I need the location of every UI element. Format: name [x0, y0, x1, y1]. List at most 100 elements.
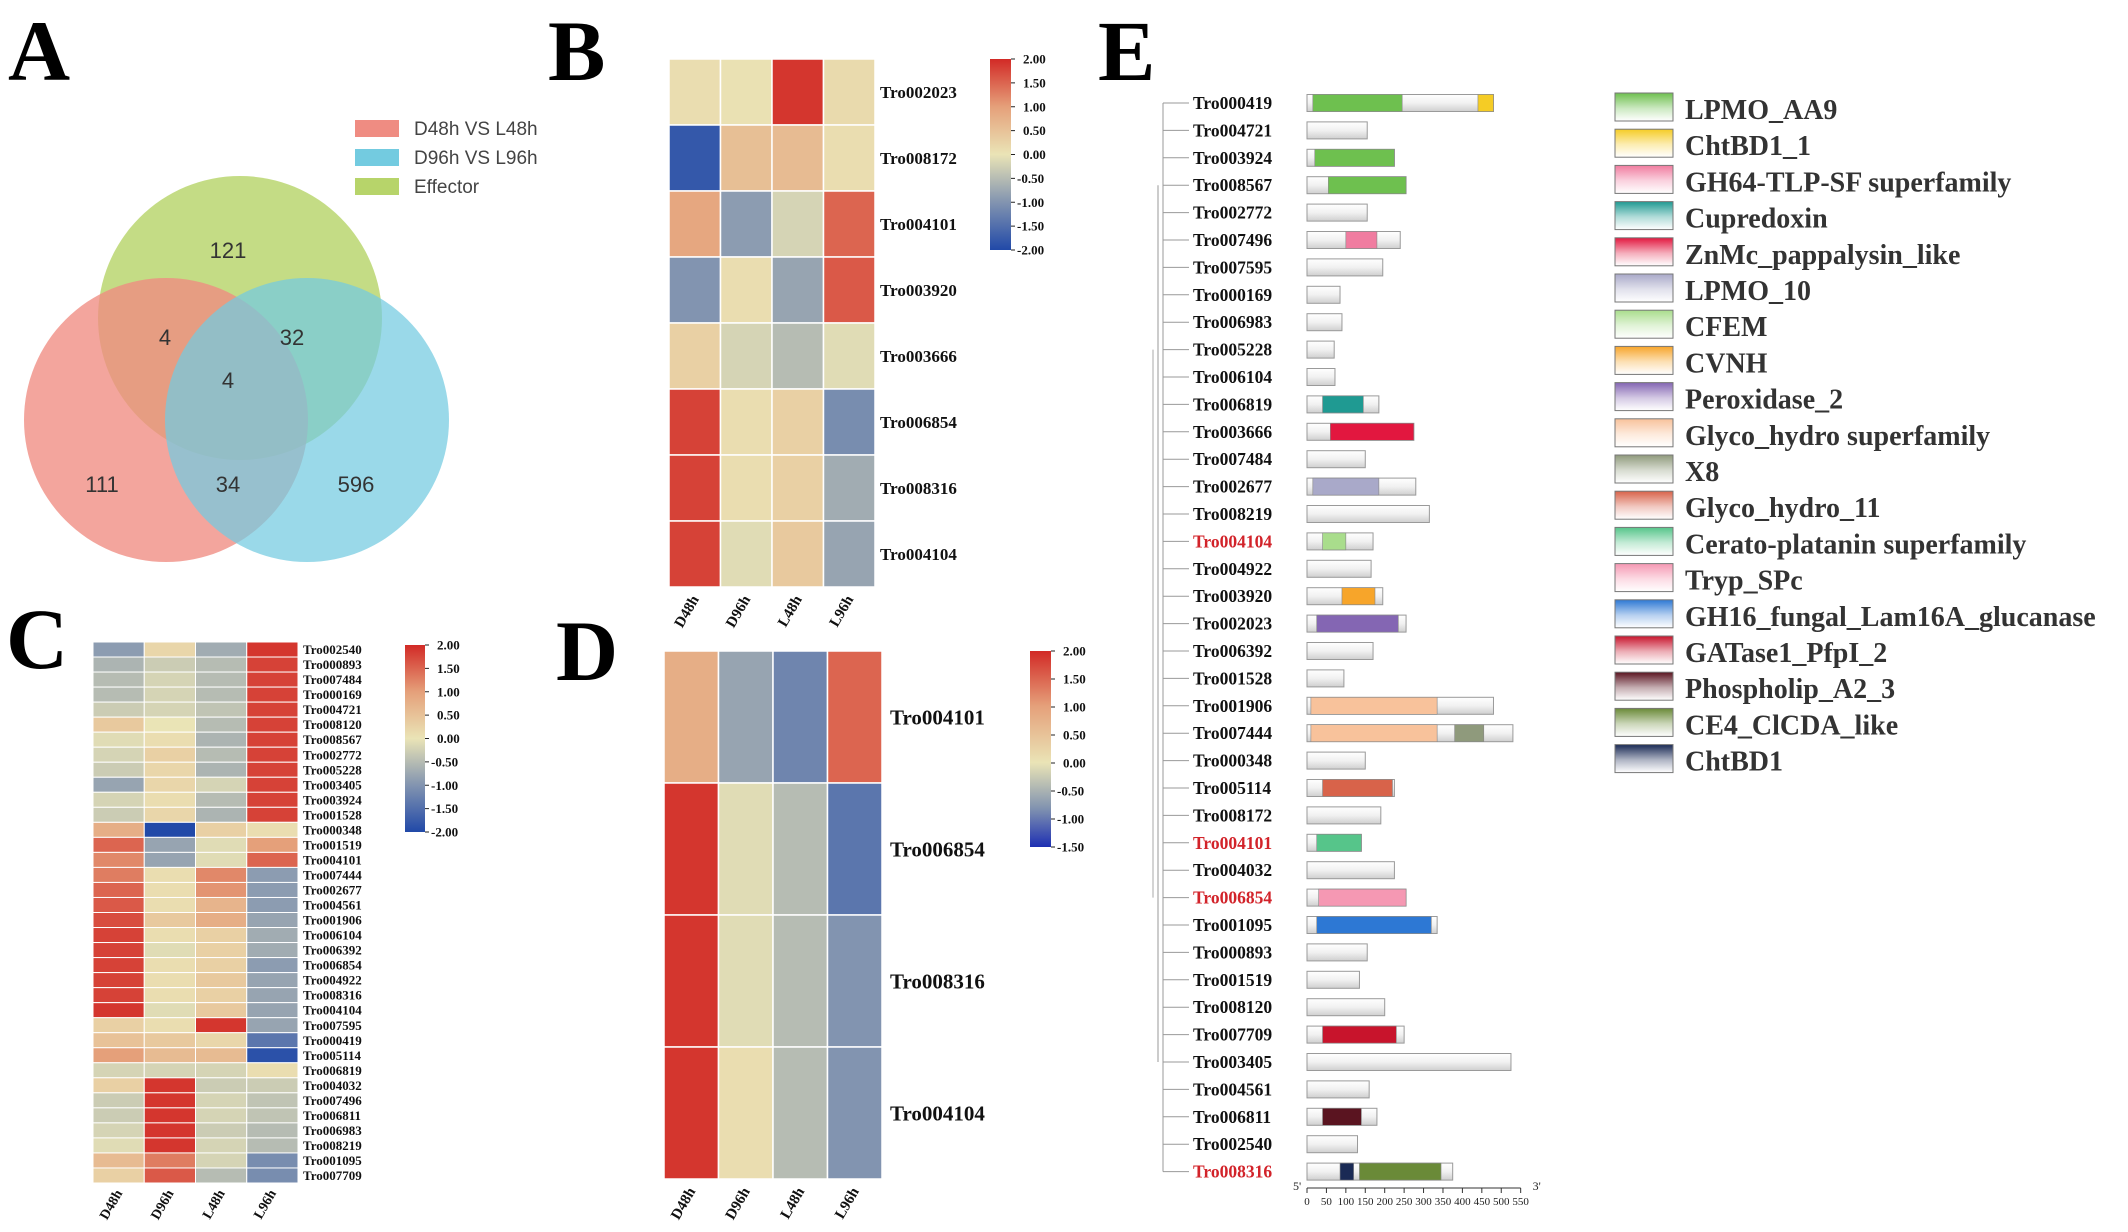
heatmap-cell: [195, 821, 248, 838]
gene-bar: [1306, 1135, 1359, 1154]
gene-label: Tro008316: [1193, 1162, 1272, 1182]
gene-label: Tro006811: [1193, 1107, 1271, 1127]
heatmap-cell: [246, 1077, 299, 1094]
heatmap-cell: [246, 1017, 299, 1034]
heatmap-cell: [668, 58, 722, 126]
heatmap-cell: [719, 256, 773, 324]
heatmap-cell: [143, 896, 196, 914]
gene-label: Tro000893: [1193, 942, 1272, 962]
heatmap-row-label: Tro004721: [303, 702, 362, 717]
heatmap-cell: [663, 782, 720, 916]
heatmap-row-label: Tro007484: [303, 672, 362, 687]
gene-label: Tro003666: [1193, 422, 1272, 442]
axis-tick-label: 400: [1454, 1196, 1471, 1208]
heatmap-cell: [719, 190, 773, 258]
heatmap-cell: [719, 454, 773, 522]
heatmap-row-label: Tro004101: [303, 852, 362, 867]
heatmap-cell: [92, 701, 145, 718]
heatmap-cell: [246, 912, 299, 929]
gene-bar: [1306, 806, 1382, 825]
color-scale-tick: -1.50: [1017, 219, 1044, 234]
heatmap-cell: [246, 641, 299, 658]
heatmap-cell: [143, 821, 196, 838]
gene-label: Tro000169: [1193, 285, 1272, 305]
heatmap-cell: [143, 836, 196, 853]
venn-count-d48-d96: 34: [216, 472, 240, 497]
gene-label: Tro005228: [1193, 340, 1272, 360]
color-scale-tick: 1.50: [1063, 672, 1086, 687]
domain-block: [1316, 614, 1399, 633]
gene-label: Tro004922: [1193, 559, 1272, 579]
heatmap-cell: [92, 656, 145, 673]
domain-legend-label: ZnMc_pappalysin_like: [1685, 240, 1960, 271]
gene-bar: [1306, 943, 1368, 962]
heatmap-cell: [143, 1092, 196, 1109]
color-scale-tick: 0.00: [1023, 147, 1046, 162]
gene-label: Tro003405: [1193, 1052, 1272, 1072]
heatmap-cell: [246, 957, 299, 974]
heatmap-cell: [143, 1122, 196, 1139]
heatmap-cell: [143, 1017, 196, 1034]
color-scale-tick: -1.50: [431, 801, 458, 816]
heatmap-cell: [195, 731, 248, 748]
panel-label-c: C: [6, 591, 68, 687]
heatmap-cell: [246, 881, 299, 898]
heatmap-row-label: Tro000893: [303, 657, 362, 672]
domain-legend-label: GATase1_PfpI_2: [1685, 638, 1887, 669]
heatmap-cell: [246, 821, 299, 838]
domain-legend-swatch: [1614, 526, 1674, 556]
heatmap-cell: [143, 1152, 196, 1169]
heatmap-cell: [143, 851, 196, 868]
heatmap-cell: [826, 782, 883, 916]
venn-count-d96-only: 596: [338, 472, 375, 497]
gene-bar: [1306, 121, 1368, 140]
heatmap-cell: [92, 716, 145, 733]
heatmap-row-label: Tro002023: [880, 83, 957, 102]
gene-label: Tro008120: [1193, 997, 1272, 1017]
heatmap-cell: [92, 896, 145, 914]
heatmap-cell: [195, 1002, 248, 1019]
heatmap-cell: [92, 881, 145, 898]
heatmap-cell: [143, 1032, 196, 1049]
heatmap-cell: [668, 388, 722, 456]
heatmap-cell: [246, 927, 299, 944]
color-scale-tick: 1.00: [437, 684, 460, 699]
heatmap-cell: [195, 957, 248, 974]
heatmap-cell: [246, 1062, 299, 1079]
heatmap-cell: [143, 912, 196, 929]
heatmap-row-label: Tro006854: [303, 958, 362, 973]
heatmap-cell: [246, 701, 299, 718]
venn-count-d48-effector: 4: [159, 325, 171, 350]
heatmap-cell: [668, 256, 722, 324]
heatmap-cell: [246, 851, 299, 868]
color-scale-tick: 0.00: [437, 731, 460, 746]
heatmap-cell: [246, 1152, 299, 1169]
heatmap-d: Tro004101 Tro006854 Tro008316 Tro004104 D48h…: [663, 644, 1086, 1223]
heatmap-cell: [143, 957, 196, 974]
color-scale-tick: 1.50: [437, 661, 460, 676]
heatmap-row-label: Tro008120: [303, 717, 362, 732]
gene-label: Tro004101: [1193, 833, 1272, 853]
domain-block: [1339, 1162, 1354, 1181]
heatmap-row-label: Tro007709: [303, 1168, 362, 1183]
heatmap-row-label: Tro006819: [303, 1063, 362, 1078]
domain-legend-label: GH16_fungal_Lam16A_glucanase: [1685, 602, 2096, 633]
heatmap-row-label: Tro005114: [303, 1048, 362, 1063]
heatmap-cell: [195, 972, 248, 989]
heatmap-cell: [92, 957, 145, 974]
venn-legend-d96: D96h VS L96h: [414, 148, 538, 169]
heatmap-row-label: Tro001528: [303, 807, 362, 822]
gene-label: Tro006854: [1193, 888, 1272, 908]
axis-tick-label: 0: [1304, 1196, 1310, 1208]
domain-block: [1316, 916, 1432, 934]
heatmap-cell: [719, 124, 773, 192]
heatmap-cell: [143, 761, 196, 778]
color-scale-tick: 2.00: [1023, 52, 1046, 67]
heatmap-cell: [92, 987, 145, 1004]
heatmap-cell: [92, 1092, 145, 1109]
heatmap-cell: [92, 776, 145, 793]
heatmap-cell: [246, 776, 299, 793]
panel-labels: A B C D E: [6, 3, 1155, 699]
gene-bar: [1306, 285, 1341, 304]
gene-label: Tro004104: [1193, 531, 1272, 551]
